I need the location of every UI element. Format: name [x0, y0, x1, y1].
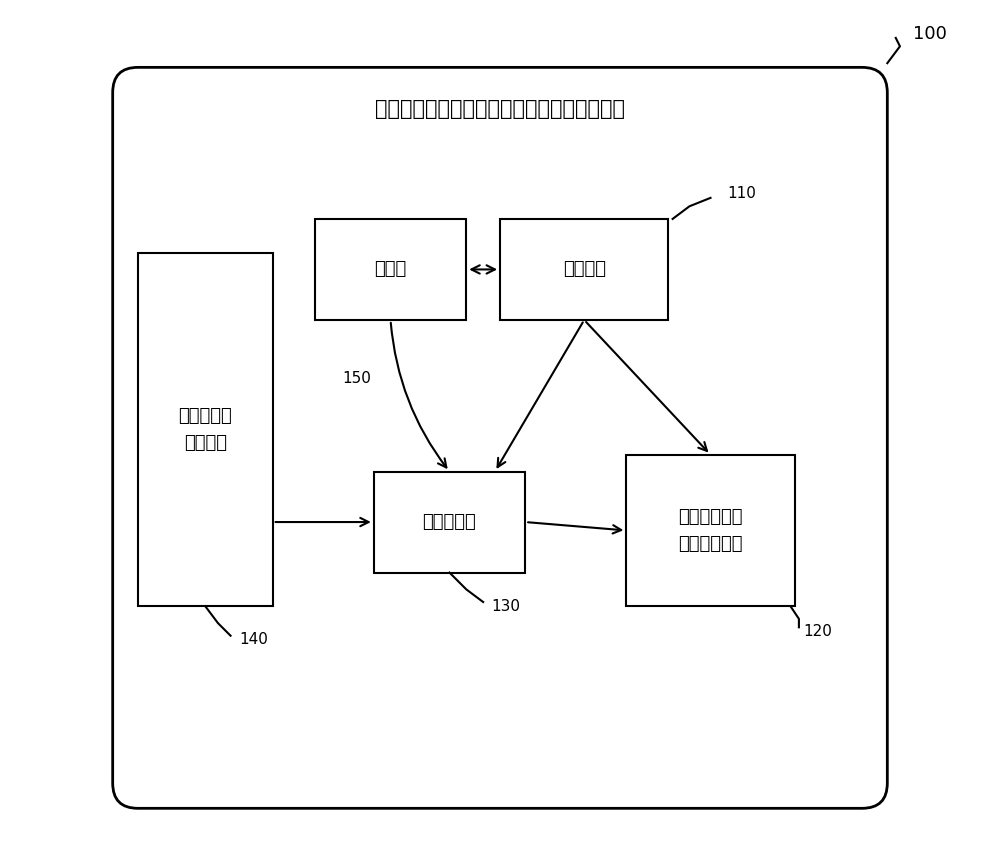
Text: 150: 150 — [342, 371, 371, 386]
FancyBboxPatch shape — [138, 253, 273, 606]
Text: 130: 130 — [492, 599, 521, 614]
Text: 燃气臭味剂浓
度测量传感器: 燃气臭味剂浓 度测量传感器 — [678, 509, 743, 552]
Text: 140: 140 — [239, 632, 268, 647]
Text: 110: 110 — [727, 186, 756, 201]
Text: 100: 100 — [913, 24, 946, 43]
Text: 燃气臭味剂
存贮装置: 燃气臭味剂 存贮装置 — [178, 408, 232, 451]
FancyBboxPatch shape — [374, 472, 525, 573]
FancyBboxPatch shape — [500, 219, 668, 320]
Text: 控制装置: 控制装置 — [563, 260, 606, 279]
Text: 服务器: 服务器 — [374, 260, 407, 279]
Text: 燃气臭味剂浓度测量传感器的灵敏度校准系统: 燃气臭味剂浓度测量传感器的灵敏度校准系统 — [375, 99, 625, 120]
Text: 标定电磁阀: 标定电磁阀 — [423, 513, 476, 531]
FancyBboxPatch shape — [315, 219, 466, 320]
FancyBboxPatch shape — [113, 67, 887, 808]
FancyBboxPatch shape — [626, 455, 795, 606]
Text: 120: 120 — [803, 624, 832, 639]
